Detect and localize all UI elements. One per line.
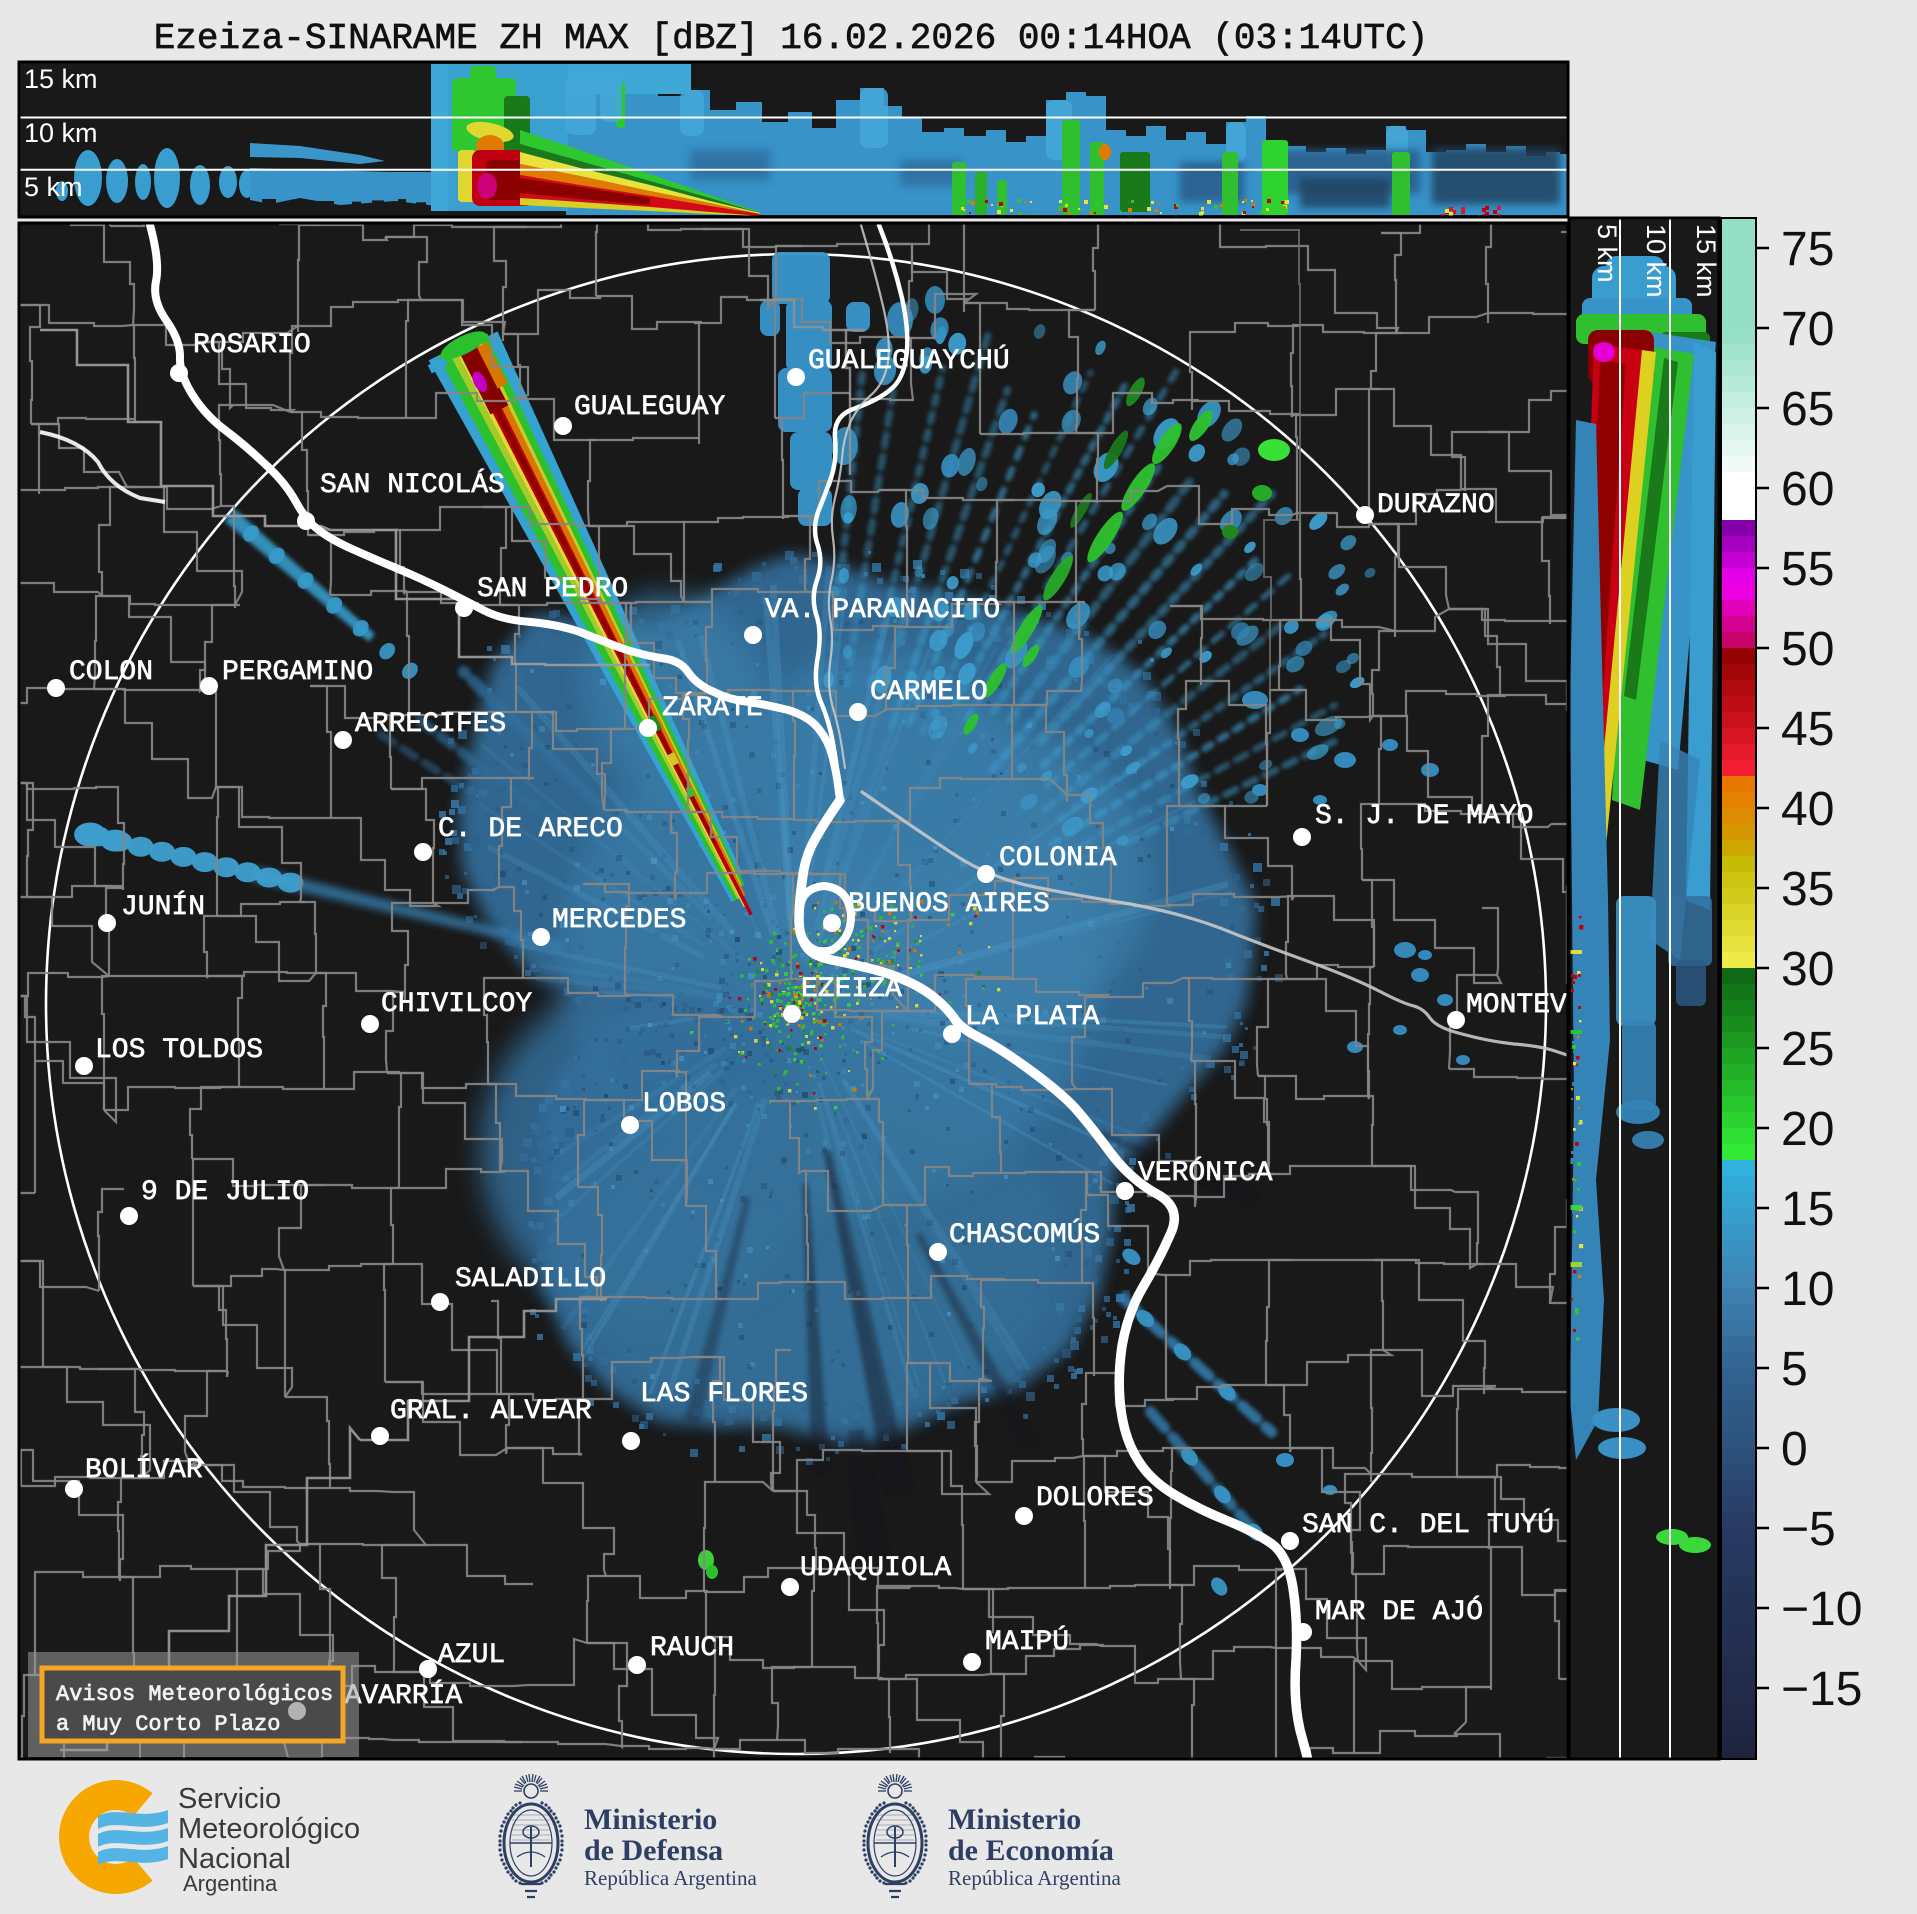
svg-text:LOBOS: LOBOS xyxy=(642,1089,726,1120)
svg-text:GUALEGUAYCHÚ: GUALEGUAYCHÚ xyxy=(808,344,1010,377)
svg-text:VERÓNICA: VERÓNICA xyxy=(1138,1156,1273,1189)
svg-text:15: 15 xyxy=(1781,1183,1834,1236)
svg-text:35: 35 xyxy=(1781,863,1834,916)
svg-text:PERGAMINO: PERGAMINO xyxy=(222,657,373,688)
svg-text:CARMELO: CARMELO xyxy=(870,677,988,708)
svg-text:COLONIA: COLONIA xyxy=(999,843,1117,874)
svg-text:CHIVILCOY: CHIVILCOY xyxy=(381,989,532,1020)
svg-text:C. DE ARECO: C. DE ARECO xyxy=(438,814,623,845)
svg-text:GRAL. ALVEAR: GRAL. ALVEAR xyxy=(390,1396,592,1427)
svg-text:a Muy Corto Plazo: a Muy Corto Plazo xyxy=(56,1712,280,1737)
svg-text:Ministerio: Ministerio xyxy=(948,1803,1081,1836)
svg-text:de Economía: de Economía xyxy=(948,1834,1114,1867)
svg-text:25: 25 xyxy=(1781,1023,1834,1076)
svg-text:10: 10 xyxy=(1781,1263,1834,1316)
svg-text:Avisos Meteorológicos: Avisos Meteorológicos xyxy=(56,1682,333,1707)
svg-text:55: 55 xyxy=(1781,543,1834,596)
svg-text:Servicio: Servicio xyxy=(178,1783,281,1815)
svg-text:VA. PARANACITO: VA. PARANACITO xyxy=(765,595,1000,626)
svg-text:75: 75 xyxy=(1781,223,1834,276)
svg-text:15 km: 15 km xyxy=(1691,224,1721,298)
svg-text:ZÁRATE: ZÁRATE xyxy=(662,692,763,724)
svg-text:5: 5 xyxy=(1781,1343,1808,1396)
svg-text:0: 0 xyxy=(1781,1423,1808,1476)
svg-text:LA PLATA: LA PLATA xyxy=(965,1002,1100,1033)
svg-text:S. J. DE MAYO: S. J. DE MAYO xyxy=(1315,801,1533,832)
svg-text:de Defensa: de Defensa xyxy=(584,1834,723,1867)
svg-text:65: 65 xyxy=(1781,383,1834,436)
svg-text:República Argentina: República Argentina xyxy=(948,1866,1121,1890)
svg-text:5 km: 5 km xyxy=(24,172,83,202)
svg-text:MAR DE AJÓ: MAR DE AJÓ xyxy=(1315,1595,1483,1628)
svg-text:Meteorológico: Meteorológico xyxy=(178,1813,360,1845)
svg-text:50: 50 xyxy=(1781,623,1834,676)
svg-text:5 km: 5 km xyxy=(1592,224,1622,283)
svg-text:ROSARIO: ROSARIO xyxy=(193,330,311,361)
svg-text:RAUCH: RAUCH xyxy=(650,1633,734,1664)
svg-text:15 km: 15 km xyxy=(24,64,98,94)
svg-text:−10: −10 xyxy=(1781,1583,1862,1636)
svg-text:JUNÍN: JUNÍN xyxy=(121,891,205,923)
svg-text:SAN C. DEL TUYÚ: SAN C. DEL TUYÚ xyxy=(1302,1508,1554,1541)
svg-text:20: 20 xyxy=(1781,1103,1834,1156)
svg-text:−15: −15 xyxy=(1781,1663,1862,1716)
svg-text:CHASCOMÚS: CHASCOMÚS xyxy=(949,1218,1100,1251)
svg-text:Argentina: Argentina xyxy=(183,1871,278,1896)
svg-text:MONTEVIDEO: MONTEVIDEO xyxy=(1466,990,1634,1021)
svg-text:9 DE JULIO: 9 DE JULIO xyxy=(141,1177,309,1208)
svg-text:Ministerio: Ministerio xyxy=(584,1803,717,1836)
svg-text:LOS TOLDOS: LOS TOLDOS xyxy=(95,1035,263,1066)
svg-text:COLON: COLON xyxy=(69,657,153,688)
svg-text:40: 40 xyxy=(1781,783,1834,836)
svg-text:SALADILLO: SALADILLO xyxy=(455,1264,606,1295)
svg-text:ARRECIFES: ARRECIFES xyxy=(355,709,506,740)
svg-text:DOLORES: DOLORES xyxy=(1036,1483,1154,1514)
svg-text:LAS FLORES: LAS FLORES xyxy=(640,1379,808,1410)
svg-text:45: 45 xyxy=(1781,703,1834,756)
svg-text:10 km: 10 km xyxy=(1641,224,1671,298)
svg-text:BOLÍVAR: BOLÍVAR xyxy=(85,1454,203,1486)
svg-text:GUALEGUAY: GUALEGUAY xyxy=(574,392,725,423)
svg-text:MERCEDES: MERCEDES xyxy=(552,905,686,936)
svg-text:SAN NICOLÁS: SAN NICOLÁS xyxy=(320,469,505,501)
svg-text:30: 30 xyxy=(1781,943,1834,996)
svg-text:−5: −5 xyxy=(1781,1503,1836,1556)
svg-text:Nacional: Nacional xyxy=(178,1843,291,1875)
svg-text:AZUL: AZUL xyxy=(438,1640,505,1671)
svg-text:Ezeiza-SINARAME ZH MAX [dBZ] 1: Ezeiza-SINARAME ZH MAX [dBZ] 16.02.2026 … xyxy=(154,18,1429,59)
svg-text:UDAQUIOLA: UDAQUIOLA xyxy=(800,1553,951,1584)
svg-text:MAIPÚ: MAIPÚ xyxy=(985,1625,1069,1658)
svg-text:República Argentina: República Argentina xyxy=(584,1866,757,1890)
svg-text:BUENOS AIRES: BUENOS AIRES xyxy=(848,889,1050,920)
svg-text:SAN PEDRO: SAN PEDRO xyxy=(477,574,628,605)
svg-text:DURAZNO: DURAZNO xyxy=(1377,490,1495,521)
svg-text:60: 60 xyxy=(1781,463,1834,516)
svg-text:70: 70 xyxy=(1781,303,1834,356)
svg-text:EZEIZA: EZEIZA xyxy=(801,974,902,1005)
svg-text:10 km: 10 km xyxy=(24,118,98,148)
